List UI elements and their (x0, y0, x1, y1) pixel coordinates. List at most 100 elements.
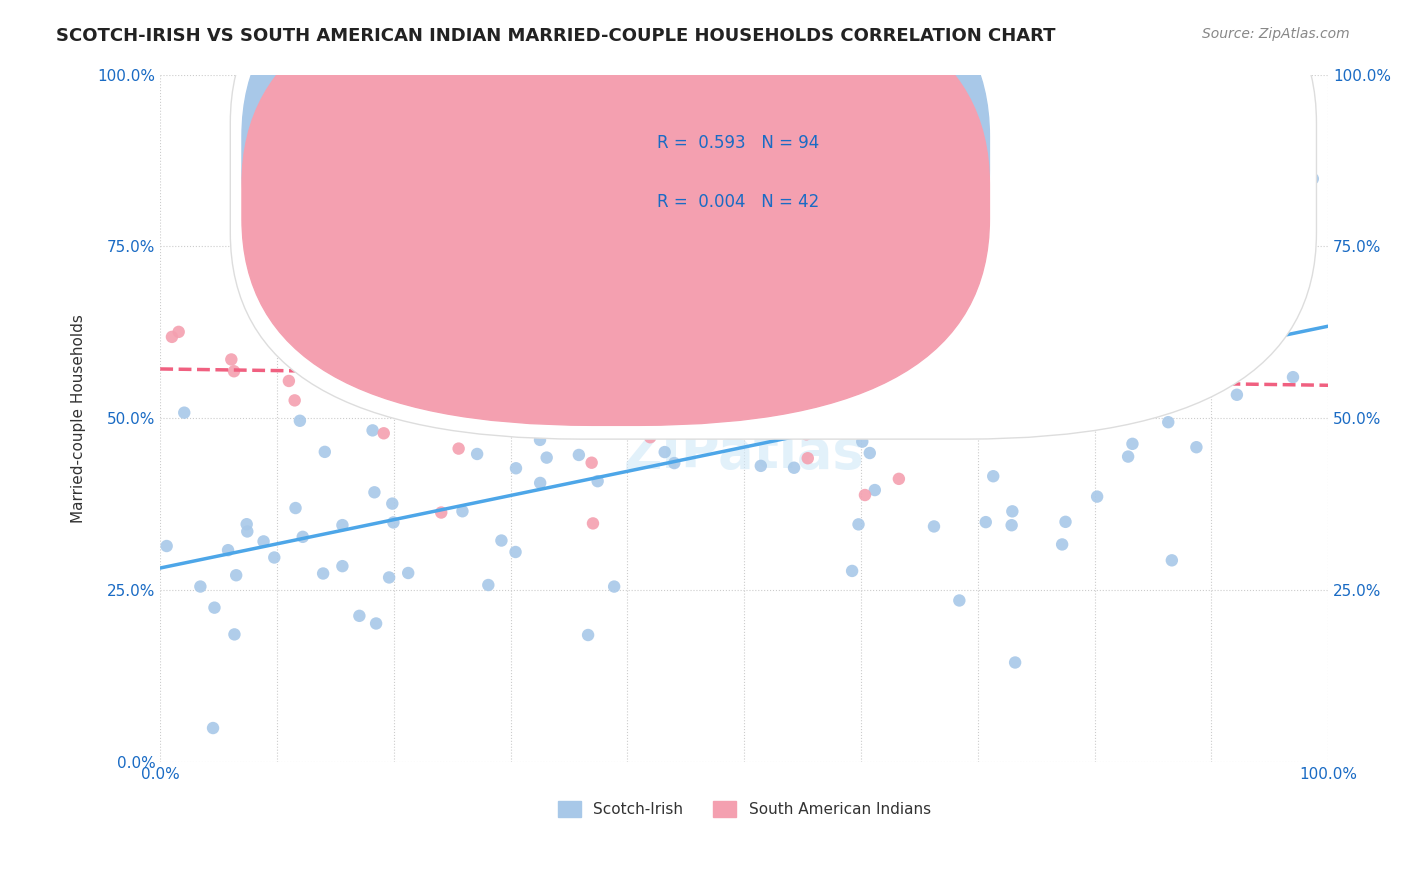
Point (536, 450, 558, 465)
Point (224, 627, 246, 641)
Point (873, 371, 896, 385)
Text: R =  0.004   N = 42: R = 0.004 N = 42 (657, 193, 818, 211)
Point (225, 568, 247, 582)
FancyBboxPatch shape (231, 0, 1316, 439)
Point (530, 170, 553, 185)
Point (396, 566, 419, 580)
Point (1194, 102, 1216, 116)
Point (1001, 518, 1024, 533)
Point (848, 325, 870, 339)
Point (350, 302, 373, 317)
Point (863, 410, 886, 425)
Point (314, 445, 336, 459)
Point (586, 338, 609, 352)
Point (877, 381, 900, 395)
Point (1226, 388, 1249, 402)
Point (363, 485, 385, 500)
Point (173, 406, 195, 420)
Point (783, 460, 806, 475)
Point (844, 218, 866, 232)
Point (202, 721, 225, 735)
Point (1004, 656, 1026, 670)
Point (762, 376, 785, 391)
Point (529, 475, 551, 490)
Point (505, 545, 527, 559)
Point (1257, 277, 1279, 292)
Point (167, 325, 190, 339)
Point (576, 628, 599, 642)
Point (1185, 440, 1208, 454)
Point (827, 342, 849, 356)
Point (366, 616, 388, 631)
Point (1066, 335, 1088, 350)
Point (581, 456, 603, 470)
Point (948, 593, 970, 607)
Point (586, 474, 609, 488)
Point (332, 559, 354, 574)
Point (284, 501, 307, 516)
Point (222, 364, 245, 378)
Point (160, 330, 183, 344)
Point (859, 229, 882, 244)
Point (841, 564, 863, 578)
Point (378, 570, 401, 584)
Point (853, 488, 876, 502)
Legend: Scotch-Irish, South American Indians: Scotch-Irish, South American Indians (551, 796, 936, 823)
Point (976, 345, 998, 359)
Point (1092, 339, 1115, 353)
Point (804, 377, 827, 392)
Point (1050, 311, 1073, 326)
Point (474, 409, 496, 424)
Point (796, 427, 818, 442)
Point (389, 362, 412, 376)
Point (332, 518, 354, 533)
Point (922, 519, 945, 533)
Point (678, 334, 700, 348)
FancyBboxPatch shape (242, 0, 990, 425)
Point (700, 361, 723, 376)
Point (1116, 450, 1139, 464)
Point (1277, 116, 1299, 130)
Point (381, 497, 404, 511)
Point (523, 299, 546, 313)
Point (848, 517, 870, 532)
Point (252, 534, 274, 549)
Point (981, 469, 1004, 483)
Point (512, 289, 534, 303)
Point (654, 445, 676, 459)
Point (156, 539, 179, 553)
Point (513, 365, 536, 379)
Point (491, 533, 513, 548)
Point (568, 448, 591, 462)
Point (1281, 166, 1303, 180)
Point (477, 578, 499, 592)
Text: SCOTCH-IRISH VS SOUTH AMERICAN INDIAN MARRIED-COUPLE HOUSEHOLDS CORRELATION CHAR: SCOTCH-IRISH VS SOUTH AMERICAN INDIAN MA… (56, 27, 1056, 45)
Point (441, 330, 464, 344)
Text: R =  0.593   N = 94: R = 0.593 N = 94 (657, 135, 818, 153)
Point (797, 451, 820, 466)
FancyBboxPatch shape (242, 0, 990, 377)
Point (1038, 267, 1060, 281)
Point (682, 417, 704, 432)
Point (1050, 537, 1073, 551)
Point (297, 311, 319, 326)
Point (217, 543, 239, 558)
Text: Source: ZipAtlas.com: Source: ZipAtlas.com (1202, 27, 1350, 41)
Point (901, 318, 924, 333)
Point (1260, 153, 1282, 168)
Point (204, 600, 226, 615)
Point (1001, 504, 1024, 518)
Point (1054, 515, 1077, 529)
Point (447, 442, 470, 456)
Point (565, 310, 588, 325)
Point (284, 393, 307, 408)
Point (1160, 553, 1182, 567)
Point (648, 373, 671, 387)
Point (727, 177, 749, 191)
Point (505, 461, 527, 475)
Point (1157, 415, 1180, 429)
Point (451, 504, 474, 518)
Point (529, 433, 551, 447)
Point (1302, 171, 1324, 186)
Point (974, 515, 997, 529)
